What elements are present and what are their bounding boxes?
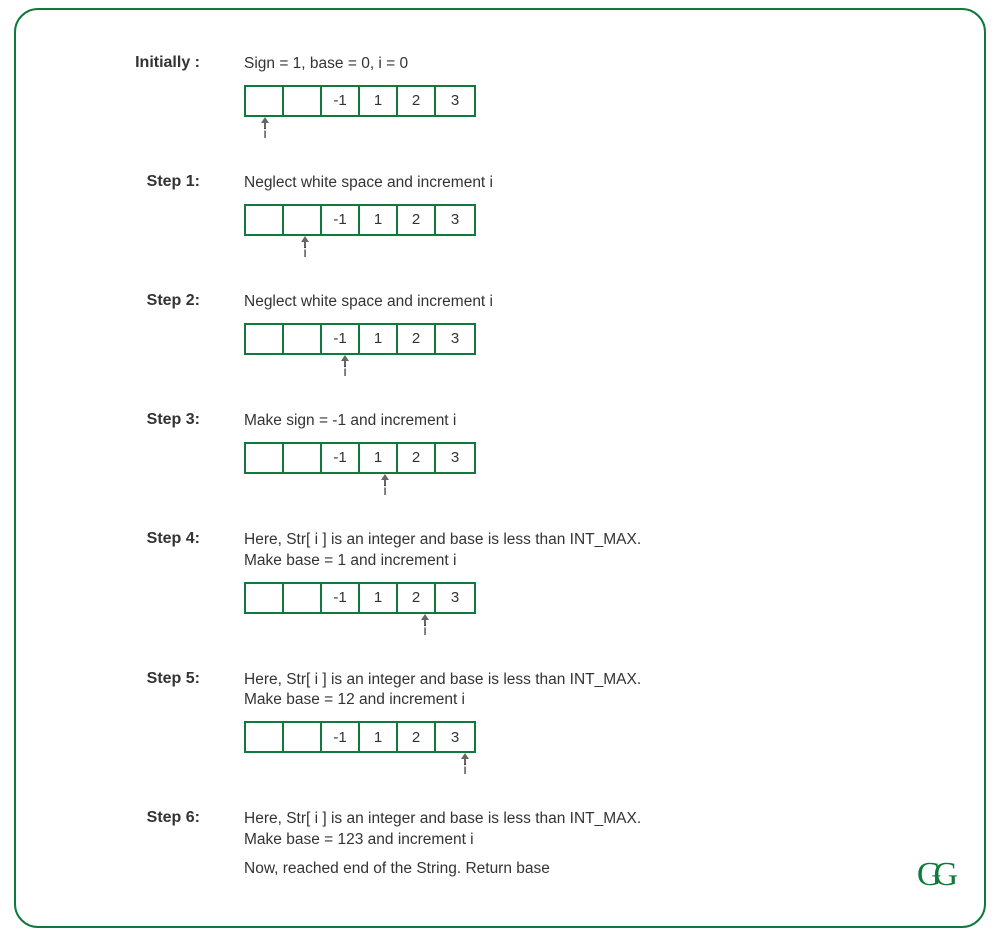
pointer-row: i bbox=[244, 355, 924, 385]
step-label: Step 6: bbox=[94, 809, 244, 827]
array-cell: 1 bbox=[360, 87, 398, 115]
step-description: Here, Str[ i ] is an integer and base is… bbox=[244, 809, 924, 830]
array-cell: -1 bbox=[322, 584, 360, 612]
array-cell: -1 bbox=[322, 87, 360, 115]
array-cell bbox=[246, 444, 284, 472]
step-row: Step 1:Neglect white space and increment… bbox=[94, 173, 924, 266]
step-label: Step 3: bbox=[94, 411, 244, 429]
outer-frame: Initially :Sign = 1, base = 0, i = 0-112… bbox=[14, 8, 986, 928]
array-diagram: -1123 bbox=[244, 442, 476, 474]
array-cell: 3 bbox=[436, 87, 474, 115]
array-cell: 2 bbox=[398, 723, 436, 751]
array-diagram: -1123 bbox=[244, 204, 476, 236]
array-cell bbox=[246, 87, 284, 115]
step-body: Here, Str[ i ] is an integer and base is… bbox=[244, 530, 924, 644]
array-cell: 3 bbox=[436, 584, 474, 612]
array-cell bbox=[246, 325, 284, 353]
pointer-marker: i bbox=[380, 474, 390, 497]
pointer-marker: i bbox=[340, 355, 350, 378]
pointer-row: i bbox=[244, 474, 924, 504]
array-cell bbox=[246, 584, 284, 612]
array-cell bbox=[284, 444, 322, 472]
step-label: Step 5: bbox=[94, 670, 244, 688]
pointer-label: i bbox=[263, 127, 266, 140]
array-cell bbox=[284, 723, 322, 751]
array-cell: 1 bbox=[360, 723, 398, 751]
array-cell: 2 bbox=[398, 444, 436, 472]
step-description: Here, Str[ i ] is an integer and base is… bbox=[244, 530, 924, 551]
array-cell: 1 bbox=[360, 584, 398, 612]
step-label: Step 2: bbox=[94, 292, 244, 310]
pointer-marker: i bbox=[420, 614, 430, 637]
pointer-marker: i bbox=[460, 753, 470, 776]
pointer-label: i bbox=[343, 365, 346, 378]
step-description: Neglect white space and increment i bbox=[244, 292, 924, 313]
step-row: Step 4:Here, Str[ i ] is an integer and … bbox=[94, 530, 924, 644]
step-body: Here, Str[ i ] is an integer and base is… bbox=[244, 670, 924, 784]
array-cell: 2 bbox=[398, 325, 436, 353]
array-cell bbox=[246, 206, 284, 234]
pointer-label: i bbox=[383, 484, 386, 497]
gfg-logo-icon: GG bbox=[917, 856, 950, 894]
array-cell: -1 bbox=[322, 206, 360, 234]
step-body: Sign = 1, base = 0, i = 0 -1123 i bbox=[244, 54, 924, 147]
array-cell: 1 bbox=[360, 325, 398, 353]
pointer-row: i bbox=[244, 614, 924, 644]
array-cell: 1 bbox=[360, 206, 398, 234]
step-description: Make base = 12 and increment i bbox=[244, 690, 924, 711]
array-cell: -1 bbox=[322, 723, 360, 751]
array-cell: 3 bbox=[436, 723, 474, 751]
step-row: Step 5:Here, Str[ i ] is an integer and … bbox=[94, 670, 924, 784]
pointer-row: i bbox=[244, 753, 924, 783]
array-cell bbox=[246, 723, 284, 751]
step-description: Make sign = -1 and increment i bbox=[244, 411, 924, 432]
step-description: Here, Str[ i ] is an integer and base is… bbox=[244, 670, 924, 691]
array-cell bbox=[284, 87, 322, 115]
step-description: Now, reached end of the String. Return b… bbox=[244, 859, 924, 880]
array-cell: 2 bbox=[398, 584, 436, 612]
array-cell: -1 bbox=[322, 444, 360, 472]
step-label: Step 4: bbox=[94, 530, 244, 548]
array-diagram: -1123 bbox=[244, 85, 476, 117]
step-label: Initially : bbox=[94, 54, 244, 72]
content-area: Initially :Sign = 1, base = 0, i = 0-112… bbox=[94, 54, 924, 882]
array-cell bbox=[284, 206, 322, 234]
step-body: Make sign = -1 and increment i -1123 i bbox=[244, 411, 924, 504]
step-label: Step 1: bbox=[94, 173, 244, 191]
array-cell: 3 bbox=[436, 206, 474, 234]
step-description: Make base = 123 and increment i bbox=[244, 830, 924, 851]
pointer-label: i bbox=[423, 624, 426, 637]
step-row: Step 3:Make sign = -1 and increment i -11… bbox=[94, 411, 924, 504]
array-cell: 2 bbox=[398, 87, 436, 115]
array-cell: 1 bbox=[360, 444, 398, 472]
array-cell: 3 bbox=[436, 444, 474, 472]
step-description: Make base = 1 and increment i bbox=[244, 551, 924, 572]
step-description: Sign = 1, base = 0, i = 0 bbox=[244, 54, 924, 75]
pointer-marker: i bbox=[300, 236, 310, 259]
array-diagram: -1123 bbox=[244, 721, 476, 753]
pointer-row: i bbox=[244, 117, 924, 147]
array-cell bbox=[284, 325, 322, 353]
pointer-label: i bbox=[463, 763, 466, 776]
step-description: Neglect white space and increment i bbox=[244, 173, 924, 194]
step-row: Step 6:Here, Str[ i ] is an integer and … bbox=[94, 809, 924, 880]
array-cell: 3 bbox=[436, 325, 474, 353]
pointer-marker: i bbox=[260, 117, 270, 140]
step-body: Here, Str[ i ] is an integer and base is… bbox=[244, 809, 924, 880]
step-row: Initially :Sign = 1, base = 0, i = 0 -112… bbox=[94, 54, 924, 147]
step-row: Step 2:Neglect white space and increment… bbox=[94, 292, 924, 385]
array-cell: 2 bbox=[398, 206, 436, 234]
step-body: Neglect white space and increment i -1123… bbox=[244, 292, 924, 385]
array-diagram: -1123 bbox=[244, 582, 476, 614]
array-cell: -1 bbox=[322, 325, 360, 353]
array-cell bbox=[284, 584, 322, 612]
pointer-label: i bbox=[303, 246, 306, 259]
array-diagram: -1123 bbox=[244, 323, 476, 355]
step-body: Neglect white space and increment i -1123… bbox=[244, 173, 924, 266]
pointer-row: i bbox=[244, 236, 924, 266]
